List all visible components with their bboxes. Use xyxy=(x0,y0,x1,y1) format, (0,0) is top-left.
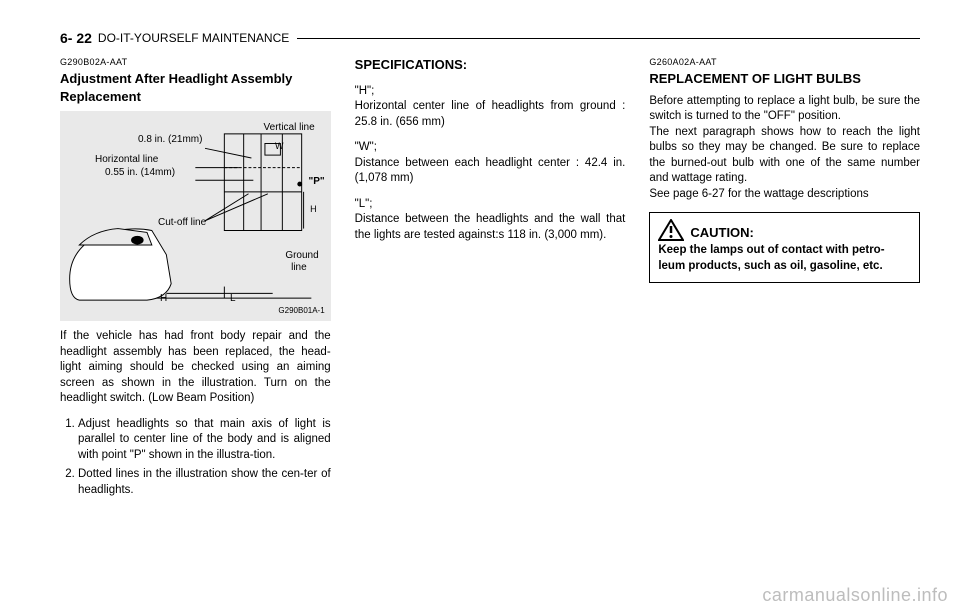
label-08in: 0.8 in. (21mm) xyxy=(138,133,202,147)
caution-header: CAUTION: xyxy=(658,219,911,241)
specifications-title: SPECIFICATIONS: xyxy=(355,56,626,74)
header-rule xyxy=(297,38,920,39)
spec-h-label: "H"; xyxy=(355,85,375,97)
step-1: Adjust headlights so that main axis of l… xyxy=(78,417,331,464)
caution-label: CAUTION: xyxy=(690,224,754,242)
column-2: SPECIFICATIONS: "H"; Horizontal center l… xyxy=(355,56,626,502)
column-1: G290B02A-AAT Adjustment After Headlight … xyxy=(60,56,331,502)
col3-p2: The next paragraph shows how to reach th… xyxy=(649,125,920,187)
step-2: Dotted lines in the illustration show th… xyxy=(78,467,331,498)
spec-h: "H"; Horizontal center line of headlight… xyxy=(355,84,626,131)
col1-paragraph: If the vehicle has had front body repair… xyxy=(60,329,331,407)
spec-l: "L"; Distance between the headlights and… xyxy=(355,197,626,244)
spec-l-text: Distance between the headlights and the … xyxy=(355,213,626,241)
caution-box: CAUTION: Keep the lamps out of contact w… xyxy=(649,212,920,283)
col3-p3: See page 6-27 for the wattage descriptio… xyxy=(649,187,920,203)
label-w: W xyxy=(275,140,284,152)
page-number: 6- 22 xyxy=(60,30,92,46)
code-1: G290B02A-AAT xyxy=(60,56,331,68)
spec-w-text: Distance between each headlight center :… xyxy=(355,157,626,185)
page-header: 6- 22 DO-IT-YOURSELF MAINTENANCE xyxy=(60,30,920,46)
spec-l-label: "L"; xyxy=(355,198,373,210)
figure-code: G290B01A-1 xyxy=(278,306,324,317)
label-055in: 0.55 in. (14mm) xyxy=(105,166,175,180)
headlight-diagram: 0.8 in. (21mm) Horizontal line 0.55 in. … xyxy=(60,111,331,321)
label-horizontal-line: Horizontal line xyxy=(95,153,158,167)
label-H: H xyxy=(160,292,167,306)
content-columns: G290B02A-AAT Adjustment After Headlight … xyxy=(60,56,920,502)
warning-icon xyxy=(658,219,684,241)
caution-text: Keep the lamps out of contact with petro… xyxy=(658,243,911,274)
label-ground2: line xyxy=(291,261,307,275)
col1-title: Adjustment After Headlight Assembly Repl… xyxy=(60,70,331,105)
code-3: G260A02A-AAT xyxy=(649,56,920,68)
chapter-title: DO-IT-YOURSELF MAINTENANCE xyxy=(98,31,289,45)
col3-title: REPLACEMENT OF LIGHT BULBS xyxy=(649,70,920,88)
label-p: "P" xyxy=(309,175,325,189)
label-L: L xyxy=(230,292,236,306)
spec-w: "W"; Distance between each headlight cen… xyxy=(355,140,626,187)
col3-p1: Before attempting to replace a light bul… xyxy=(649,94,920,125)
spec-h-text: Horizontal center line of headlights fro… xyxy=(355,100,626,128)
spec-w-label: "W"; xyxy=(355,141,377,153)
label-h-small: H xyxy=(310,203,317,215)
watermark: carmanualsonline.info xyxy=(762,585,948,606)
label-cutoff: Cut-off line xyxy=(158,216,206,230)
col1-steps: Adjust headlights so that main axis of l… xyxy=(60,417,331,499)
column-3: G260A02A-AAT REPLACEMENT OF LIGHT BULBS … xyxy=(649,56,920,502)
label-vertical-line: Vertical line xyxy=(264,121,315,135)
page: 6- 22 DO-IT-YOURSELF MAINTENANCE G290B02… xyxy=(0,0,960,612)
